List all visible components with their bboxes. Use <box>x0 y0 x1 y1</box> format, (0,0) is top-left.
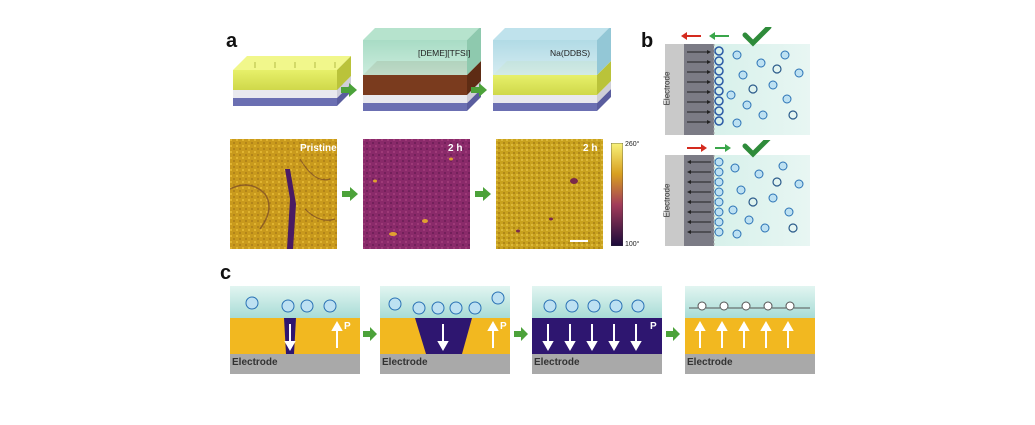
scale-bar <box>570 240 588 242</box>
electrode-label-b-bottom: Electrode <box>662 183 672 218</box>
check-mark-icon <box>742 140 771 158</box>
panel-c-frame-3 <box>532 286 662 374</box>
polarization-label-3: P <box>650 321 657 332</box>
phase-image-deme <box>363 139 470 249</box>
electrode-label-c-2: Electrode <box>382 357 428 368</box>
image-label-deme: 2 h <box>448 143 463 154</box>
polarization-label-2: P <box>500 321 507 332</box>
free-ions <box>726 50 804 128</box>
colorbar-max: 260° <box>625 141 640 148</box>
panel-c-frame-4 <box>685 286 815 374</box>
polarization-label-1: P <box>344 321 351 332</box>
electrode-label-c-4: Electrode <box>687 357 733 368</box>
image-label-pristine: Pristine <box>300 143 337 154</box>
panel-b-top <box>665 27 810 135</box>
image-label-naddbs: 2 h <box>583 143 598 154</box>
panel-label-a: a <box>226 30 238 52</box>
electrode-label-c-1: Electrode <box>232 357 278 368</box>
flow-arrows-a-bottom <box>342 187 491 201</box>
check-mark-icon <box>742 27 772 47</box>
electrode-label-c-3: Electrode <box>534 357 580 368</box>
panel-a-schematics <box>233 28 611 111</box>
direction-arrows <box>681 32 729 40</box>
schematic-deme <box>363 28 481 111</box>
free-ions-b <box>728 161 804 239</box>
bound-ions-b <box>714 157 724 237</box>
panel-label-b: b <box>641 30 654 52</box>
colorbar <box>611 143 623 246</box>
phase-image-pristine <box>230 139 337 249</box>
panel-label-c: c <box>220 262 232 284</box>
panel-c-strip <box>230 286 815 374</box>
panel-c-frame-1 <box>230 286 360 374</box>
solution-label-deme: [DEME][TFSI] <box>418 48 471 58</box>
schematic-naddbs <box>493 28 611 111</box>
colorbar-min: 100° <box>625 241 640 248</box>
electrode-label-b-top: Electrode <box>662 71 672 106</box>
phase-image-naddbs <box>496 139 603 249</box>
flow-arrows-a-top <box>341 83 487 97</box>
bound-ions <box>714 46 724 126</box>
panel-c-frame-2 <box>380 286 510 374</box>
flow-arrows-c <box>363 327 680 341</box>
dipole-arrows-right <box>687 51 707 123</box>
solution-label-naddbs: Na(DDBS) <box>550 48 591 58</box>
panel-b-bottom <box>665 140 810 246</box>
dipole-arrows-left <box>691 161 711 233</box>
schematic-pristine <box>233 56 351 106</box>
